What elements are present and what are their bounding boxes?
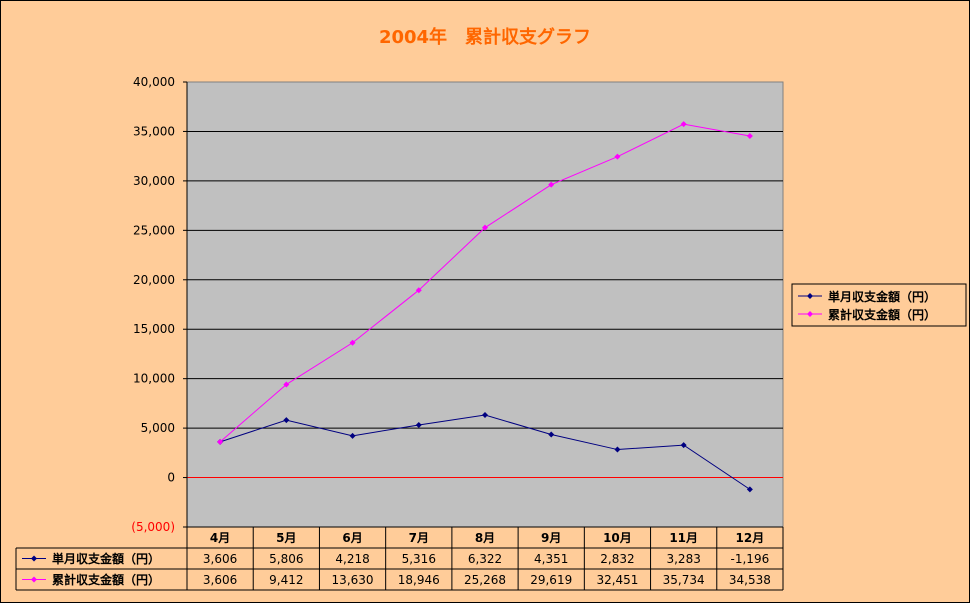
legend-box [791, 283, 967, 327]
data-point [680, 121, 687, 128]
y-tick-label: 20,000 [133, 273, 175, 287]
table-row-label: 累計収支金額（円） [52, 572, 160, 587]
data-point [746, 486, 753, 493]
data-point [614, 153, 621, 160]
data-table-cell: 35,734 [663, 573, 705, 587]
data-table-cell: 4,351 [534, 552, 568, 566]
data-table-cell: 32,451 [596, 573, 638, 587]
data-point [482, 224, 488, 231]
data-point [283, 417, 290, 424]
data-table-cell: 18,946 [398, 573, 440, 587]
x-category-label: 8月 [475, 531, 495, 545]
data-table-cell: 5,806 [269, 552, 303, 566]
data-point [680, 442, 687, 449]
chart-title: 2004年 累計収支グラフ [378, 27, 592, 48]
data-point [415, 421, 422, 428]
y-tick-label: 15,000 [133, 322, 175, 336]
data-table-cell: 34,538 [729, 573, 771, 587]
data-table-cell: 13,630 [332, 573, 374, 587]
data-point [548, 181, 555, 188]
legend-key-marker [807, 311, 813, 317]
table-legend-key-marker [31, 576, 37, 583]
legend-key-marker [807, 293, 813, 299]
table-legend-key-marker [31, 555, 37, 562]
data-table-cell: 5,316 [402, 552, 436, 566]
data-table-cell: 2,832 [600, 552, 634, 566]
legend-label: 単月収支金額（円） [828, 289, 936, 304]
y-tick-label: (5,000) [131, 520, 175, 534]
y-tick-label: 0 [167, 471, 175, 485]
data-table-cell: 3,283 [666, 552, 700, 566]
data-table-cell: 25,268 [464, 573, 506, 587]
data-point [349, 432, 356, 439]
data-point [349, 339, 356, 346]
y-tick-label: 10,000 [133, 372, 175, 386]
x-category-label: 9月 [541, 531, 561, 545]
y-tick-label: 5,000 [141, 421, 175, 435]
x-category-label: 11月 [669, 531, 698, 545]
data-table-cell: 6,322 [468, 552, 502, 566]
x-category-label: 12月 [736, 531, 765, 545]
data-table-cell: 9,412 [269, 573, 303, 587]
y-tick-label: 25,000 [133, 223, 175, 237]
x-category-label: 5月 [276, 531, 296, 545]
legend-label: 累計収支金額（円） [828, 307, 936, 322]
table-row-label: 単月収支金額（円） [52, 551, 160, 566]
data-point [746, 133, 753, 140]
x-category-label: 7月 [409, 531, 429, 545]
x-category-label: 4月 [210, 531, 230, 545]
data-table-cell: 3,606 [203, 552, 237, 566]
y-tick-label: 35,000 [133, 124, 175, 138]
data-point [614, 446, 621, 453]
data-table-cell: 29,619 [530, 573, 572, 587]
data-point [482, 412, 488, 419]
y-tick-label: 30,000 [133, 174, 175, 188]
data-table-cell: 4,218 [335, 552, 369, 566]
x-category-label: 6月 [342, 531, 362, 545]
x-category-label: 10月 [603, 531, 632, 545]
plot-area [186, 81, 784, 528]
data-point [217, 438, 224, 445]
data-point [415, 287, 422, 294]
y-tick-label: 40,000 [133, 75, 175, 89]
data-table-cell: -1,196 [731, 552, 770, 566]
data-point [283, 381, 290, 388]
data-table-cell: 3,606 [203, 573, 237, 587]
data-point [548, 431, 555, 438]
